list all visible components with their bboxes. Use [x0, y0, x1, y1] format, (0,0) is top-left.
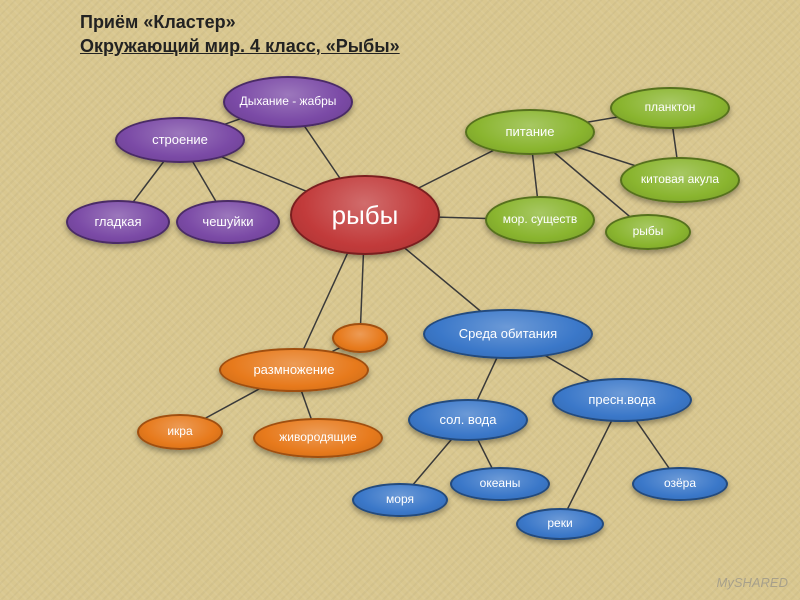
- slide-title: Приём «Кластер»: [80, 12, 236, 33]
- cluster-node-label: икра: [143, 425, 217, 438]
- cluster-node-label: реки: [522, 517, 598, 530]
- cluster-node-label: питание: [471, 125, 589, 139]
- cluster-node-lakes: озёра: [632, 467, 728, 501]
- cluster-node-smooth: гладкая: [66, 200, 170, 244]
- slide-subtitle: Окружающий мир. 4 класс, «Рыбы»: [80, 36, 400, 57]
- cluster-node-vivi: живородящие: [253, 418, 383, 458]
- cluster-node-label: океаны: [456, 477, 544, 490]
- cluster-node-label: мор. существ: [491, 213, 589, 226]
- cluster-node-label: чешуйки: [182, 215, 274, 229]
- cluster-node-label: Дыхание - жабры: [229, 95, 347, 108]
- cluster-node-rivers: реки: [516, 508, 604, 540]
- cluster-node-label: озёра: [638, 477, 722, 490]
- cluster-node-whaleshark: китовая акула: [620, 157, 740, 203]
- cluster-node-scales: чешуйки: [176, 200, 280, 244]
- cluster-node-label: пресн.вода: [558, 393, 686, 407]
- cluster-node-label: живородящие: [259, 431, 377, 444]
- cluster-node-label: рыбы: [611, 225, 685, 238]
- cluster-node-fresh: пресн.вода: [552, 378, 692, 422]
- cluster-node-label: китовая акула: [626, 173, 734, 186]
- cluster-node-oceans: океаны: [450, 467, 550, 501]
- cluster-node-label: гладкая: [72, 215, 164, 229]
- cluster-node-seas: моря: [352, 483, 448, 517]
- slide-root: Приём «Кластер» Окружающий мир. 4 класс,…: [0, 0, 800, 600]
- cluster-node-label: строение: [121, 133, 239, 147]
- cluster-node-food: питание: [465, 109, 595, 155]
- watermark-text: MySHARED: [716, 575, 788, 590]
- cluster-node-label: сол. вода: [414, 413, 522, 427]
- cluster-node-label: размножение: [225, 363, 363, 377]
- cluster-node-label: планктон: [616, 101, 724, 114]
- cluster-node-reprod: размножение: [219, 348, 369, 392]
- cluster-node-label: моря: [358, 493, 442, 506]
- cluster-node-center: рыбы: [290, 175, 440, 255]
- cluster-node-plankton: планктон: [610, 87, 730, 129]
- cluster-node-breathing: Дыхание - жабры: [223, 76, 353, 128]
- cluster-node-seacreat: мор. существ: [485, 196, 595, 244]
- cluster-node-habitat: Среда обитания: [423, 309, 593, 359]
- cluster-node-structure: строение: [115, 117, 245, 163]
- cluster-node-label: Среда обитания: [429, 327, 587, 341]
- cluster-node-salt: сол. вода: [408, 399, 528, 441]
- cluster-node-reprodblank: [332, 323, 388, 353]
- cluster-node-roe: икра: [137, 414, 223, 450]
- cluster-node-label: рыбы: [296, 201, 434, 230]
- cluster-node-fishsmall: рыбы: [605, 214, 691, 250]
